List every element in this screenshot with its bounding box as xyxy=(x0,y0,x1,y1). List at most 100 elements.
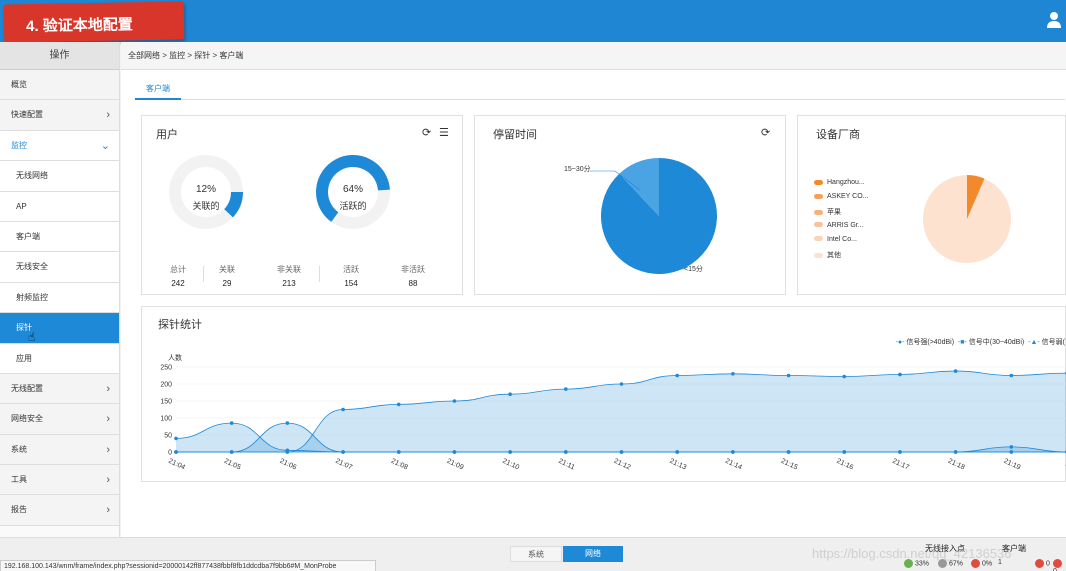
tab-bar: 客户端 xyxy=(135,78,1065,100)
dwell-time-card: 停留时间 ⟳ 15~30分 <15分 xyxy=(474,115,786,295)
mouse-cursor-icon: ☝ xyxy=(28,330,36,345)
x-tick-label: 21:05 xyxy=(223,458,242,472)
data-point xyxy=(508,450,512,454)
x-tick-label: 21:18 xyxy=(947,458,966,472)
data-point xyxy=(229,450,234,454)
sidebar-item[interactable]: 系统 › xyxy=(0,434,119,466)
series-line xyxy=(175,422,1066,453)
sidebar-item[interactable]: 应用 xyxy=(0,343,119,374)
network-button[interactable]: 网络 xyxy=(563,546,623,562)
stat-active-value: 154 xyxy=(344,279,358,288)
sidebar-item[interactable]: 工具 › xyxy=(0,465,119,496)
chevron-right-icon: › xyxy=(106,109,110,122)
sidebar-item-label: 监控 xyxy=(11,140,27,150)
indicator-green: 33% xyxy=(904,559,929,568)
stat-unassociated-value: 213 xyxy=(282,279,296,288)
sidebar-item[interactable]: 客户端 xyxy=(0,221,119,253)
probe-card-title: 探针统计 xyxy=(158,319,202,331)
sidebar-item[interactable]: 无线网络 xyxy=(0,161,119,192)
legend-weak-icon: -▲- xyxy=(1028,339,1040,346)
data-point xyxy=(619,450,624,454)
sidebar-item-label: 探针 xyxy=(16,323,32,333)
tab-clients[interactable]: 客户端 xyxy=(135,78,181,100)
vendor-legend-label: 苹果 xyxy=(827,209,841,217)
sidebar-item[interactable]: 无线配置 › xyxy=(0,373,119,405)
sidebar-item[interactable]: 概览 xyxy=(0,70,119,101)
vendor-legend-label: ASKEY CO... xyxy=(827,193,869,201)
green-status-icon xyxy=(904,559,913,568)
status-url: 192.168.100.143/wnm/frame/index.php?sess… xyxy=(0,560,376,571)
vendor-legend-label: Hangzhou... xyxy=(827,179,865,186)
indicator-alert-2-value: 0 xyxy=(1053,568,1057,571)
users-card: 用户 ⟳ ☰ 12% 关联的 64% 活跃的 总计 242 关联 29 非关联 … xyxy=(141,115,463,295)
vendor-legend-item[interactable]: ASKEY CO... xyxy=(814,193,869,200)
legend-swatch xyxy=(814,193,823,199)
x-tick-label: 21:04 xyxy=(167,458,186,472)
data-point xyxy=(786,373,791,378)
vendor-legend-item[interactable]: Hangzhou... xyxy=(814,179,865,186)
vendor-legend-item[interactable]: 其他 xyxy=(814,250,841,260)
sidebar-header: 操作 xyxy=(0,42,119,70)
data-point xyxy=(898,450,902,454)
probe-legend: -●- 信号强(>40dBi) -■- 信号中(30~40dBi) -▲- 信号… xyxy=(896,337,1065,347)
user-icon[interactable] xyxy=(1046,11,1062,29)
active-label: 活跃的 xyxy=(339,201,367,211)
sidebar-item[interactable]: 网络安全 › xyxy=(0,404,119,435)
y-tick-label: 0 xyxy=(168,450,172,457)
area-fill xyxy=(176,446,1066,452)
indicator-red: 0% xyxy=(971,559,992,568)
indicator-alert-2: 0 xyxy=(1053,559,1066,571)
sidebar-item[interactable]: 快速配置 › xyxy=(0,100,119,131)
vendor-legend-item[interactable]: Intel Co... xyxy=(814,236,857,243)
legend-medium-icon: -■- xyxy=(957,339,967,346)
sidebar-item-label: 无线配置 xyxy=(11,383,43,393)
menu-icon[interactable]: ☰ xyxy=(439,127,449,139)
data-point xyxy=(786,450,791,454)
sidebar-item[interactable]: 射频监控 xyxy=(0,282,119,314)
stat-active: 活跃 154 xyxy=(329,264,373,288)
stat-unassociated-label: 非关联 xyxy=(277,265,301,274)
area-fill xyxy=(176,423,1066,452)
stat-associated: 关联 29 xyxy=(205,264,249,288)
vendor-legend-item[interactable]: 苹果 xyxy=(814,207,841,217)
sidebar-item[interactable]: 探针 ☝ xyxy=(0,313,119,344)
refresh-icon[interactable]: ⟳ xyxy=(422,127,432,139)
data-point xyxy=(564,387,568,391)
data-point xyxy=(953,369,958,373)
data-point xyxy=(1009,373,1014,378)
top-header-bar: 4. 验证本地配置 xyxy=(0,0,1066,43)
x-tick-label: 21:14 xyxy=(724,458,743,472)
data-point xyxy=(508,392,512,396)
sidebar-item[interactable]: 报告 › xyxy=(0,495,119,526)
indicator-green-value: 33% xyxy=(915,560,930,568)
vendor-pie xyxy=(923,175,1011,263)
breadcrumb: 全部网络 > 监控 > 探针 > 客户端 xyxy=(121,42,1066,70)
sidebar-item-label: 射频监控 xyxy=(16,292,48,302)
dwell-label-under-15: <15分 xyxy=(684,266,703,273)
refresh-icon[interactable]: ⟳ xyxy=(761,127,771,139)
indicator-alert-1-value: 0 xyxy=(1046,560,1050,568)
active-donut xyxy=(316,155,390,229)
y-tick-label: 50 xyxy=(164,433,172,440)
legend-swatch xyxy=(814,210,823,216)
indicator-gray: 67% xyxy=(938,559,963,568)
data-point xyxy=(174,450,178,454)
legend-weak: 信号弱( xyxy=(1041,339,1065,346)
gray-status-icon xyxy=(938,559,947,568)
stat-total: 总计 242 xyxy=(156,264,200,288)
stat-divider xyxy=(203,266,204,282)
sidebar-item-label: 无线网络 xyxy=(16,171,48,181)
sidebar-item[interactable]: 监控 ⌄ xyxy=(0,130,119,162)
legend-swatch xyxy=(814,236,823,242)
area-fill xyxy=(176,371,1066,452)
sidebar-item[interactable]: AP xyxy=(0,191,119,222)
data-point xyxy=(285,421,290,425)
x-tick-label: 21:09 xyxy=(446,458,465,472)
sidebar-item[interactable]: 无线安全 xyxy=(0,252,119,283)
vendor-legend-item[interactable]: ARRIS Gr... xyxy=(814,222,864,229)
stat-inactive-value: 88 xyxy=(408,279,418,288)
system-button[interactable]: 系统 xyxy=(510,546,562,562)
vendor-card: 设备厂商 Hangzhou... ASKEY CO... 苹果 ARRIS Gr...… xyxy=(797,115,1066,295)
data-point xyxy=(842,450,847,454)
data-point xyxy=(953,450,958,454)
